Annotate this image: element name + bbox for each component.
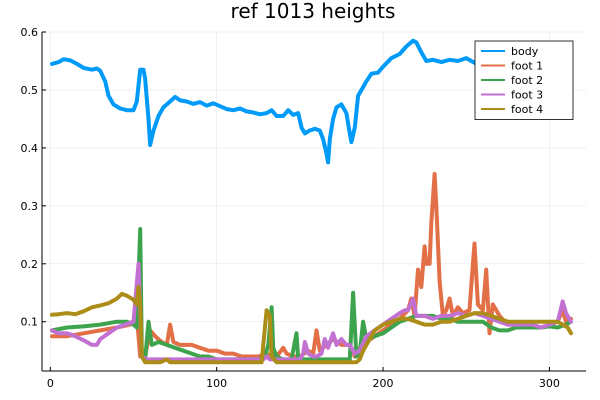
series-line-body <box>50 38 573 165</box>
series-line-foot-3 <box>50 261 573 362</box>
series-line-foot-4 <box>50 285 573 365</box>
y-tick-label: 0.1 <box>21 316 39 329</box>
y-tick-label: 0.3 <box>21 200 39 213</box>
series-line-foot-2 <box>50 227 573 362</box>
axes: 0 100 200 300 0.1 0.2 0.3 0.4 0.5 0.6 <box>21 26 586 390</box>
y-tick-label: 0.5 <box>21 84 39 97</box>
y-tick-label: 0.4 <box>21 142 39 155</box>
series-lines <box>50 38 573 365</box>
x-tick-label: 200 <box>373 377 394 390</box>
legend-label-body: body <box>511 45 539 58</box>
y-tick-label: 0.2 <box>21 258 39 271</box>
legend-label-foot-3: foot 3 <box>511 89 543 102</box>
chart-title: ref 1013 heights <box>231 0 396 23</box>
legend-label-foot-2: foot 2 <box>511 74 543 87</box>
legend-label-foot-4: foot 4 <box>511 103 543 116</box>
x-tick-label: 0 <box>47 377 54 390</box>
legend-label-foot-1: foot 1 <box>511 60 543 73</box>
y-tick-label: 0.6 <box>21 26 39 39</box>
x-tick-label: 100 <box>206 377 227 390</box>
x-tick-label: 300 <box>539 377 560 390</box>
grid-lines <box>42 31 586 371</box>
